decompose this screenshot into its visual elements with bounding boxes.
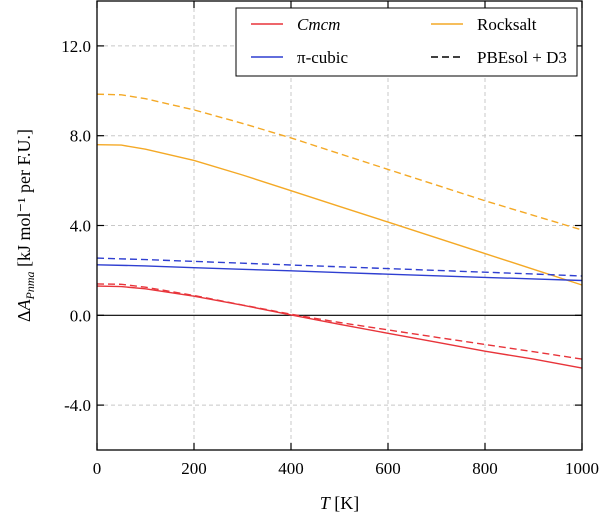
ticks [96, 1, 583, 450]
grid [97, 1, 582, 450]
legend-label-2: π-cubic [297, 48, 349, 67]
legend-label-1: Rocksalt [477, 15, 537, 34]
legend-label-0: Cmcm [297, 15, 340, 34]
y-tick-label: 0.0 [70, 306, 91, 325]
y-axis-label: ΔAPnma [kJ mol⁻¹ per F.U.] [14, 129, 37, 322]
x-tick-label: 600 [375, 459, 401, 478]
series-line-3 [96, 283, 583, 360]
series-group [96, 93, 583, 369]
series-line-1 [96, 144, 583, 286]
x-tick-label: 1000 [565, 459, 599, 478]
y-tick-labels: -4.0 0.0 4.0 8.0 12.0 [61, 37, 91, 415]
x-tick-label: 800 [472, 459, 498, 478]
x-tick-label: 0 [93, 459, 102, 478]
y-tick-label: 4.0 [70, 217, 91, 236]
y-tick-label: 8.0 [70, 127, 91, 146]
series-line-4 [96, 93, 583, 231]
y-tick-label: 12.0 [61, 37, 91, 56]
x-axis-label: T [K] [320, 493, 360, 513]
series-line-0 [96, 285, 583, 369]
series-line-5 [96, 257, 583, 277]
x-tick-label: 400 [278, 459, 304, 478]
x-tick-label: 200 [181, 459, 207, 478]
legend-box [235, 7, 578, 77]
x-tick-labels: 0 200 400 600 800 1000 [93, 459, 599, 478]
legend-label-3: PBEsol + D3 [477, 48, 567, 67]
legend: Cmcm Rocksalt π-cubic PBEsol + D3 [235, 7, 578, 77]
series-line-2 [96, 264, 583, 282]
y-tick-label: -4.0 [64, 396, 91, 415]
